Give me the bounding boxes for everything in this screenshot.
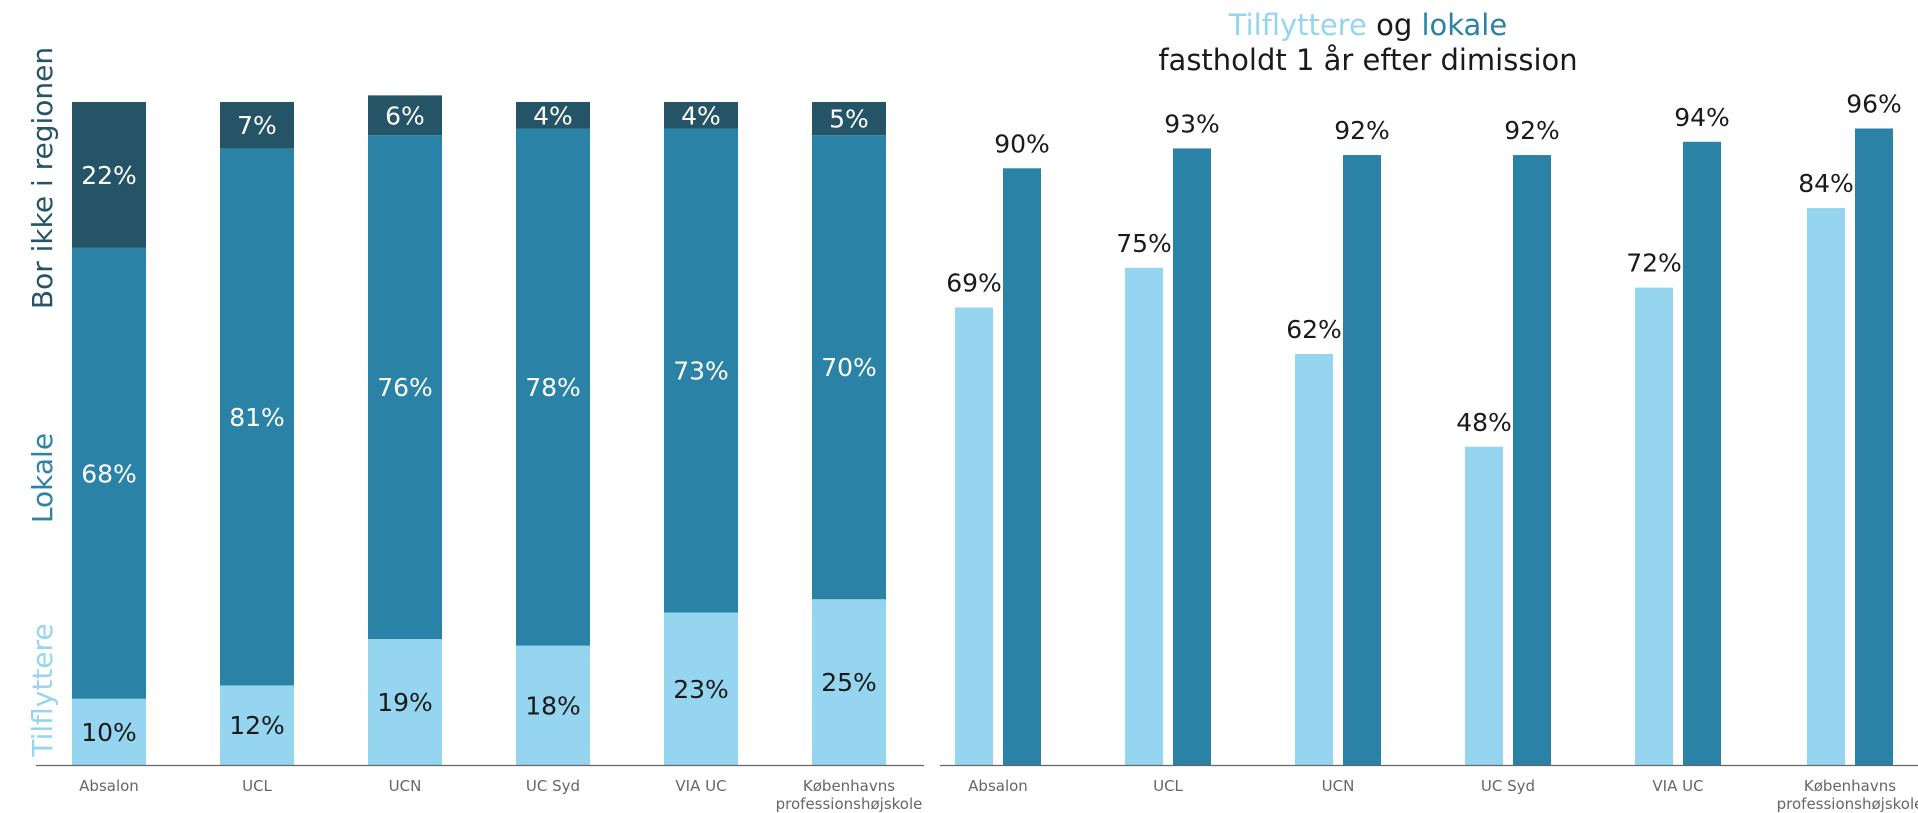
bar (1807, 208, 1845, 765)
data-label: 68% (81, 459, 137, 488)
data-label: 18% (525, 691, 581, 720)
bar-segment (812, 599, 886, 765)
bar-segment (516, 645, 590, 765)
x-tick-label: UCN (1322, 777, 1355, 795)
bar-segment (516, 128, 590, 646)
chart-subtitle: fastholdt 1 år efter dimission (1158, 43, 1577, 77)
data-label: 78% (525, 373, 581, 402)
x-tick-label: UC Syd (1481, 777, 1535, 795)
x-tick-label: Københavns professionshøjskole (776, 777, 923, 813)
data-label: 72% (1626, 249, 1682, 278)
bar (1465, 446, 1503, 765)
bar (1295, 353, 1333, 765)
bar-segment (368, 639, 442, 765)
x-tick-label: VIA UC (675, 777, 726, 795)
grouped-bar-chart: 69% 90% Absalon 75% 93% UCL 62% 92% UCN 48% 92% UC … (940, 8, 1918, 813)
legend-label: Bor ikke i regionen (26, 47, 59, 309)
bar-segment (664, 612, 738, 765)
x-tick-label: UCN (389, 777, 422, 795)
data-label: 48% (1456, 408, 1512, 437)
data-label: 75% (1116, 229, 1172, 258)
bar-segment (72, 102, 146, 248)
data-label: 62% (1286, 315, 1342, 344)
chart-title: Tilflyttere og lokale (1228, 8, 1507, 42)
bar-segment (516, 102, 590, 129)
bar (1003, 168, 1041, 766)
bar-segment (664, 102, 738, 129)
data-label: 92% (1504, 116, 1560, 145)
bar (1173, 148, 1211, 765)
bar (1855, 128, 1893, 765)
bar-segment (72, 698, 146, 765)
data-label: 73% (673, 357, 729, 386)
x-tick-label: Københavns professionshøjskole (1777, 777, 1918, 813)
bar-segment (72, 247, 146, 699)
data-label: 12% (229, 711, 285, 740)
data-label: 90% (994, 129, 1050, 158)
data-label: 23% (673, 675, 729, 704)
data-label: 70% (821, 353, 877, 382)
bar-segment (664, 128, 738, 613)
bar (1125, 267, 1163, 765)
data-label: 69% (946, 269, 1002, 298)
x-tick-label: UC Syd (526, 777, 580, 795)
bar-segment (368, 95, 442, 136)
data-label: 22% (81, 161, 137, 190)
data-label: 7% (237, 111, 277, 140)
data-label: 6% (385, 101, 425, 130)
legend-label: Tilflyttere (26, 623, 59, 757)
bar (1343, 155, 1381, 766)
data-label: 10% (81, 718, 137, 747)
bar-segment (812, 102, 886, 136)
data-label: 76% (377, 373, 433, 402)
data-label: 93% (1164, 109, 1220, 138)
data-label: 4% (533, 101, 573, 130)
data-label: 19% (377, 688, 433, 717)
legend-label: Lokale (26, 433, 59, 523)
bar (1513, 155, 1551, 766)
bar-segment (368, 135, 442, 640)
data-label: 81% (229, 403, 285, 432)
x-tick-label: Absalon (968, 777, 1028, 795)
bar-segment (220, 148, 294, 686)
x-tick-label: UCL (242, 777, 272, 795)
bar-segment (220, 102, 294, 149)
x-tick-label: VIA UC (1652, 777, 1703, 795)
data-label: 96% (1846, 90, 1902, 119)
data-label: 94% (1674, 103, 1730, 132)
bar (955, 307, 993, 765)
data-label: 4% (681, 101, 721, 130)
bar (1683, 141, 1721, 765)
bar-segment (812, 135, 886, 600)
data-label: 25% (821, 668, 877, 697)
bar-segment (220, 685, 294, 765)
data-label: 84% (1798, 169, 1854, 198)
data-label: 5% (829, 105, 869, 134)
data-label: 92% (1334, 116, 1390, 145)
stacked-bar-chart: 10% 68% 22% Absalon 12% 81% 7% UCL 19% 76% 6% UCN 18… (26, 47, 924, 813)
x-tick-label: UCL (1153, 777, 1183, 795)
x-tick-label: Absalon (79, 777, 139, 795)
bar (1635, 287, 1673, 765)
